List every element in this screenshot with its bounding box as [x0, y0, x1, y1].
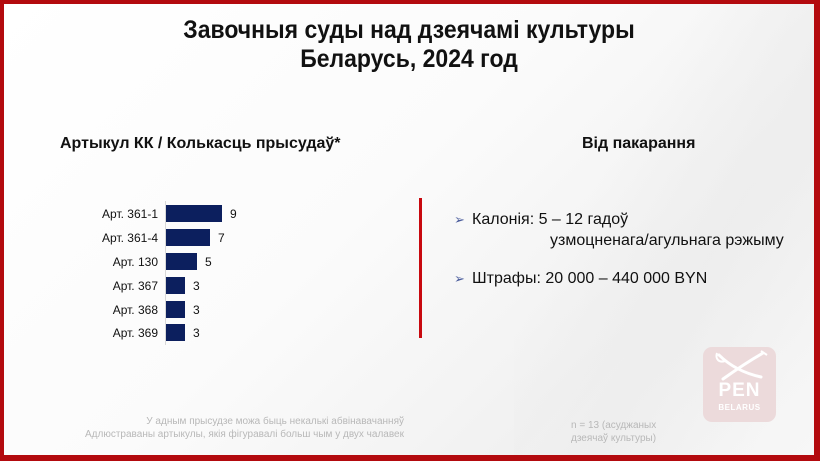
bar — [166, 253, 197, 270]
colony-line-2: узмоцненага/агульнага рэжыму — [550, 232, 784, 249]
red-divider — [419, 198, 422, 338]
footnote-left: У адным прысудзе можа быць некалькі абві… — [85, 415, 404, 441]
chart-row: Арт. 361-1 9 — [70, 205, 330, 223]
category-label: Арт. 361-1 — [102, 207, 158, 221]
category-label: Арт. 361-4 — [102, 231, 158, 245]
punishment-list: ➢ Калонія: 5 – 12 гадоў узмоцненага/агуль… — [454, 209, 784, 289]
bar — [166, 277, 185, 294]
punishment-item-colony: ➢ Калонія: 5 – 12 гадоў узмоцненага/агуль… — [454, 209, 784, 251]
bar-chart: Арт. 361-1 9 Арт. 361-4 7 Арт. 130 5 Арт… — [70, 201, 330, 346]
punishment-header: Від пакарання — [582, 135, 696, 152]
crossed-sabers-icon — [715, 350, 768, 381]
chart-row: Арт. 361-4 7 — [70, 229, 330, 247]
footnote-right-line-2: дзеячаў культуры) — [571, 433, 657, 444]
chart-row: Арт. 367 3 — [70, 277, 330, 295]
chart-axis — [165, 201, 166, 345]
bar — [166, 205, 222, 222]
footnote-right: n = 13 (асуджаных дзеячаў культуры) — [571, 419, 656, 445]
fines-line: Штрафы: 20 000 – 440 000 BYN — [472, 270, 708, 287]
title-line-1: Завочныя суды над дзеячамі культуры — [183, 16, 635, 44]
arrow-bullet-icon: ➢ — [454, 212, 465, 227]
value-label: 9 — [230, 207, 237, 221]
value-label: 7 — [218, 231, 225, 245]
slide: Завочныя суды над дзеячамі культуры Бела… — [4, 4, 814, 455]
logo-pen-text: PEN — [718, 380, 761, 401]
footnote-left-line-1: У адным прысудзе можа быць некалькі абві… — [146, 416, 404, 427]
punishment-item-fines: ➢ Штрафы: 20 000 – 440 000 BYN — [454, 268, 784, 289]
logo-belarus-text: BELARUS — [718, 403, 761, 412]
chart-row: Арт. 369 3 — [70, 324, 330, 342]
value-label: 3 — [193, 279, 200, 293]
bar — [166, 324, 185, 341]
chart-header: Артыкул КК / Колькасць прысудаў* — [60, 135, 341, 152]
value-label: 3 — [193, 326, 200, 340]
chart-row: Арт. 130 5 — [70, 253, 330, 271]
bar — [166, 229, 210, 246]
footnote-left-line-2: Адлюстраваны артыкулы, якія фігуравалі б… — [85, 429, 404, 440]
footnote-right-line-1: n = 13 (асуджаных — [571, 420, 657, 431]
value-label: 5 — [205, 255, 212, 269]
category-label: Арт. 130 — [112, 255, 158, 269]
category-label: Арт. 369 — [112, 326, 158, 340]
slide-title: Завочныя суды над дзеячамі культуры Бела… — [36, 16, 781, 74]
pen-belarus-logo: PEN BELARUS — [703, 347, 776, 422]
value-label: 3 — [193, 303, 200, 317]
category-label: Арт. 368 — [112, 303, 158, 317]
chart-row: Арт. 368 3 — [70, 301, 330, 319]
category-label: Арт. 367 — [112, 279, 158, 293]
colony-line-1: Калонія: 5 – 12 гадоў — [472, 211, 629, 228]
arrow-bullet-icon: ➢ — [454, 271, 465, 286]
title-line-2: Беларусь, 2024 год — [300, 45, 518, 73]
bar — [166, 301, 185, 318]
